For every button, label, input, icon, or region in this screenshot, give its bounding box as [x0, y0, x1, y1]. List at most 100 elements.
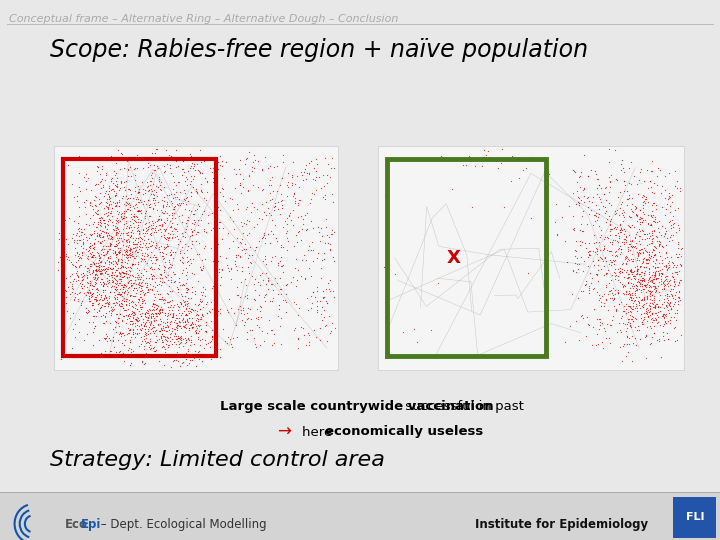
- Point: [665, 298, 676, 306]
- Point: [88, 275, 99, 284]
- Point: [163, 222, 175, 231]
- Point: [276, 241, 287, 250]
- Point: [626, 296, 637, 305]
- Point: [661, 264, 672, 273]
- Point: [101, 187, 112, 195]
- Point: [446, 185, 458, 194]
- Point: [157, 252, 168, 260]
- Point: [139, 312, 150, 321]
- Point: [172, 240, 184, 249]
- Point: [156, 270, 167, 279]
- Point: [113, 196, 125, 205]
- Point: [109, 262, 121, 271]
- Point: [97, 232, 109, 240]
- Point: [94, 257, 106, 266]
- Point: [646, 237, 657, 245]
- Point: [302, 306, 314, 314]
- Point: [91, 167, 102, 176]
- Point: [176, 229, 187, 238]
- Point: [125, 282, 137, 291]
- Point: [525, 214, 536, 222]
- Point: [647, 287, 658, 295]
- Point: [176, 300, 187, 308]
- Point: [652, 232, 663, 241]
- Point: [124, 220, 135, 229]
- Point: [89, 192, 101, 200]
- Point: [651, 300, 662, 308]
- Point: [95, 250, 107, 259]
- Point: [55, 320, 66, 329]
- Point: [622, 245, 634, 253]
- Point: [94, 253, 106, 262]
- Point: [107, 257, 119, 266]
- Point: [98, 228, 109, 237]
- Point: [112, 259, 123, 268]
- Point: [559, 338, 571, 347]
- Point: [271, 187, 283, 195]
- Point: [176, 165, 188, 173]
- Point: [162, 209, 174, 218]
- Point: [109, 279, 121, 287]
- Point: [122, 310, 133, 319]
- Point: [84, 277, 96, 286]
- Point: [654, 295, 665, 304]
- Point: [163, 256, 175, 265]
- Point: [606, 275, 617, 284]
- Point: [180, 323, 192, 332]
- Point: [631, 306, 642, 315]
- Point: [241, 291, 253, 299]
- Point: [617, 307, 629, 315]
- Point: [150, 283, 161, 292]
- Point: [646, 211, 657, 220]
- Point: [324, 328, 336, 337]
- Point: [322, 178, 333, 187]
- Point: [115, 178, 127, 186]
- Point: [95, 218, 107, 227]
- Point: [58, 190, 69, 198]
- Point: [316, 231, 328, 240]
- Point: [175, 334, 186, 343]
- Point: [122, 279, 133, 288]
- Point: [87, 273, 99, 281]
- Point: [567, 267, 579, 276]
- Point: [132, 275, 144, 284]
- Point: [631, 203, 642, 212]
- Point: [99, 286, 111, 294]
- Point: [166, 196, 177, 205]
- Point: [604, 176, 616, 185]
- Point: [118, 269, 130, 278]
- Point: [269, 329, 280, 338]
- Point: [147, 309, 158, 318]
- Point: [171, 335, 182, 343]
- Point: [91, 284, 102, 293]
- Point: [648, 274, 660, 283]
- Point: [105, 306, 117, 315]
- Point: [303, 340, 315, 349]
- Point: [661, 234, 672, 242]
- Point: [114, 149, 126, 158]
- Point: [311, 253, 323, 262]
- Point: [158, 225, 170, 233]
- Point: [125, 202, 136, 211]
- Point: [594, 195, 606, 204]
- Point: [104, 310, 116, 319]
- Point: [513, 174, 524, 183]
- Point: [103, 294, 114, 302]
- Point: [642, 304, 653, 313]
- Point: [671, 309, 683, 318]
- Point: [94, 303, 106, 312]
- Point: [640, 331, 652, 340]
- Point: [185, 161, 197, 170]
- Point: [465, 157, 477, 166]
- Point: [578, 192, 590, 201]
- Point: [132, 223, 144, 232]
- Point: [256, 165, 268, 174]
- Point: [180, 336, 192, 345]
- Point: [163, 326, 174, 335]
- Point: [654, 321, 666, 329]
- Point: [212, 256, 224, 265]
- Point: [661, 294, 672, 303]
- Point: [106, 204, 117, 212]
- Point: [122, 255, 134, 264]
- Point: [115, 276, 127, 285]
